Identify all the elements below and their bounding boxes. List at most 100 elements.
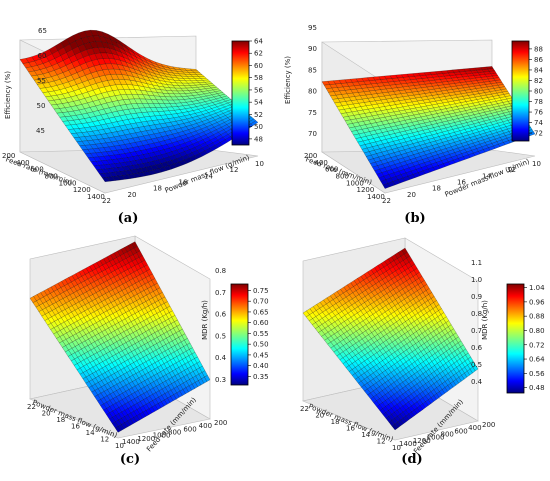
z-tick-label: 65 bbox=[38, 27, 47, 35]
y-tick-label: 800 bbox=[441, 431, 454, 439]
colorbar-tick-label: 88 bbox=[534, 45, 543, 53]
y-tick-label: 800 bbox=[336, 173, 349, 181]
y-tick-label: 200 bbox=[214, 419, 227, 427]
y-tick-label: 600 bbox=[30, 166, 43, 174]
colorbar-tick-label: 0.56 bbox=[529, 370, 545, 378]
z-tick-label: 0.7 bbox=[215, 289, 226, 297]
colorbar-tick-label: 0.96 bbox=[529, 298, 545, 306]
x-tick-label: 20 bbox=[128, 191, 137, 199]
x-tick-label: 18 bbox=[331, 418, 340, 426]
x-tick-label: 22 bbox=[102, 197, 111, 205]
surface-mesh bbox=[302, 247, 479, 431]
z-tick-label: 60 bbox=[38, 52, 47, 60]
surface-cell bbox=[382, 183, 391, 189]
colorbar-tick-label: 64 bbox=[254, 38, 263, 46]
colorbar-tick-label: 0.64 bbox=[529, 356, 545, 364]
colorbar-tick-label: 60 bbox=[254, 62, 263, 70]
colorbar-tick-label: 0.55 bbox=[253, 330, 269, 338]
x-tick-label: 22 bbox=[382, 197, 391, 205]
panel-caption: (a) bbox=[118, 211, 139, 226]
colorbar-tick-label: 0.48 bbox=[529, 384, 545, 392]
z-tick-label: 95 bbox=[308, 24, 317, 32]
z-tick-label: 70 bbox=[308, 130, 317, 138]
x-tick-label: 14 bbox=[361, 431, 370, 439]
colorbar-tick-label: 0.40 bbox=[253, 362, 269, 370]
y-tick-label: 1000 bbox=[346, 179, 364, 187]
colorbar-tick-label: 0.80 bbox=[529, 327, 545, 335]
colorbar-tick-label: 0.65 bbox=[253, 308, 269, 316]
x-tick-label: 10 bbox=[115, 442, 124, 450]
x-tick-label: 14 bbox=[86, 429, 95, 437]
colorbar-tick-label: 72 bbox=[534, 130, 543, 138]
z-tick-label: 0.5 bbox=[215, 332, 226, 340]
x-tick-label: 20 bbox=[407, 191, 416, 199]
z-tick-label: 0.6 bbox=[471, 344, 483, 352]
colorbar-tick-label: 0.35 bbox=[253, 373, 269, 381]
y-tick-label: 1200 bbox=[73, 186, 91, 194]
y-tick-label: 1200 bbox=[137, 435, 155, 443]
x-tick-label: 14 bbox=[204, 172, 213, 180]
surface-cell bbox=[302, 310, 310, 318]
z-tick-label: 0.8 bbox=[215, 267, 226, 275]
z-tick-label: 0.3 bbox=[215, 376, 226, 384]
x-tick-label: 12 bbox=[377, 438, 386, 446]
x-tick-label: 12 bbox=[230, 166, 239, 174]
panel-caption: (d) bbox=[401, 452, 422, 467]
colorbar-tick-label: 76 bbox=[534, 109, 543, 117]
z-tick-label: 0.4 bbox=[215, 354, 227, 362]
z-tick-label: 0.7 bbox=[471, 327, 482, 335]
z-axis-label: MDR (Kg/h) bbox=[481, 300, 489, 340]
x-tick-label: 18 bbox=[432, 185, 441, 193]
x-tick-label: 12 bbox=[100, 436, 109, 444]
z-axis-label: Efficiency (%) bbox=[4, 71, 12, 119]
y-tick-label: 1400 bbox=[87, 193, 105, 201]
x-tick-label: 16 bbox=[179, 179, 188, 187]
colorbar-tick-label: 48 bbox=[254, 135, 263, 143]
colorbar-tick-label: 58 bbox=[254, 74, 263, 82]
z-tick-label: 50 bbox=[37, 102, 46, 110]
z-tick-label: 75 bbox=[308, 109, 317, 117]
surface-mesh bbox=[321, 66, 536, 189]
z-tick-label: 1.1 bbox=[471, 259, 482, 267]
y-tick-label: 400 bbox=[468, 424, 481, 432]
z-tick-label: 0.6 bbox=[215, 311, 227, 319]
y-tick-label: 1000 bbox=[427, 434, 445, 442]
y-tick-label: 600 bbox=[454, 427, 467, 435]
colorbar-tick-label: 52 bbox=[254, 111, 263, 119]
y-tick-label: 1200 bbox=[413, 437, 431, 445]
colorbar-tick-label: 56 bbox=[254, 86, 263, 94]
colorbar bbox=[511, 40, 530, 142]
y-tick-label: 1000 bbox=[153, 432, 171, 440]
colorbar-tick-label: 0.70 bbox=[253, 298, 269, 306]
panel-caption: (c) bbox=[120, 452, 140, 467]
x-tick-label: 18 bbox=[153, 185, 162, 193]
surface-cell bbox=[29, 296, 37, 303]
x-tick-label: 16 bbox=[71, 423, 80, 431]
z-tick-label: 45 bbox=[36, 127, 45, 135]
z-tick-label: 55 bbox=[37, 77, 46, 85]
y-tick-label: 800 bbox=[45, 173, 58, 181]
colorbar-tick-label: 0.60 bbox=[253, 319, 269, 327]
x-tick-label: 22 bbox=[300, 405, 309, 413]
surface-mesh bbox=[29, 241, 211, 433]
colorbar-tick-label: 54 bbox=[254, 99, 263, 107]
colorbar-tick-label: 0.72 bbox=[529, 341, 545, 349]
z-tick-label: 0.5 bbox=[471, 361, 482, 369]
colorbar bbox=[231, 40, 250, 146]
y-tick-label: 400 bbox=[315, 159, 328, 167]
surface-cell bbox=[101, 177, 111, 182]
x-tick-label: 16 bbox=[346, 425, 355, 433]
y-tick-label: 800 bbox=[168, 429, 181, 437]
y-tick-label: 1400 bbox=[367, 193, 385, 201]
z-tick-label: 0.4 bbox=[471, 378, 483, 386]
z-tick-label: 0.8 bbox=[471, 310, 482, 318]
y-tick-label: 600 bbox=[183, 425, 196, 433]
colorbar-tick-label: 62 bbox=[254, 50, 263, 58]
y-tick-label: 400 bbox=[16, 159, 29, 167]
y-tick-label: 1400 bbox=[399, 440, 417, 448]
colorbar-tick-label: 0.45 bbox=[253, 351, 269, 359]
